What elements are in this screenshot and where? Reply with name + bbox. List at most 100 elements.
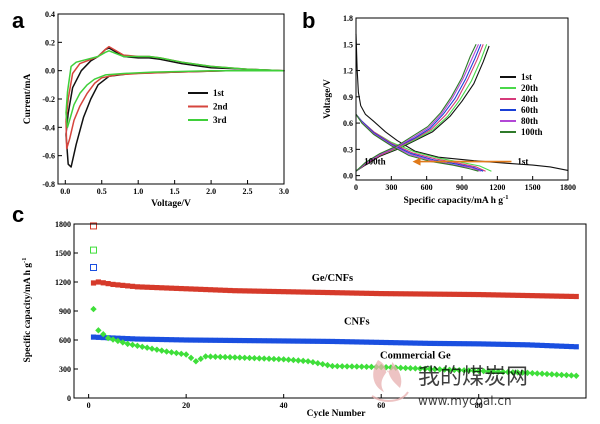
cycling-series-label: CNFs	[344, 317, 370, 328]
cycling-point	[553, 371, 560, 378]
cycling-point	[344, 339, 350, 345]
cycling-point	[217, 287, 223, 293]
cycling-x-tick-label: 40	[280, 401, 288, 410]
cv-x-axis-label: Voltage/V	[151, 199, 191, 209]
cv-x-tick-label: 2.5	[243, 187, 253, 196]
gcd-x-tick-label: 1200	[489, 183, 505, 192]
cycling-point	[134, 284, 140, 290]
cycling-point	[266, 338, 272, 344]
cycling-point	[378, 291, 384, 297]
cycling-point	[134, 342, 141, 349]
cycling-point	[329, 338, 336, 345]
cycling-point	[383, 291, 389, 297]
cycling-x-tick-label: 80	[475, 401, 483, 410]
cycling-point	[295, 338, 301, 344]
cycling-point	[310, 338, 316, 344]
cycling-point	[548, 371, 556, 378]
cycling-point	[183, 337, 189, 343]
cycling-point	[451, 366, 458, 374]
cycling-point	[388, 340, 394, 346]
cycling-point	[231, 354, 239, 361]
cycling-point	[110, 281, 116, 288]
gcd-charge-line	[355, 44, 477, 172]
cycling-point	[471, 341, 477, 347]
cycling-point	[246, 354, 253, 362]
cycling-y-tick-label: 1800	[55, 220, 71, 229]
cycling-point	[105, 281, 111, 287]
cycling-point	[402, 340, 409, 346]
cycling-point	[109, 336, 117, 343]
cycling-point	[470, 367, 478, 374]
cycling-point	[261, 338, 267, 344]
cycling-point	[125, 283, 131, 289]
cycling-point	[241, 354, 248, 361]
cycling-point	[222, 287, 228, 293]
cycling-point	[421, 365, 429, 373]
cycling-point	[495, 368, 502, 375]
cycling-point	[125, 336, 131, 342]
cycling-point	[232, 337, 238, 344]
cv-x-tick-label: 2.0	[206, 187, 216, 196]
cycling-point	[456, 341, 462, 347]
cycling-point	[120, 282, 126, 288]
cycling-point	[134, 336, 140, 342]
cycling-point	[144, 284, 150, 290]
cycling-point	[246, 288, 253, 294]
cycling-point	[139, 343, 146, 350]
gcd-x-tick-label: 1800	[560, 183, 576, 192]
cv-chart: 0.0 0.5 1.0 1.5 2.0 2.5 3.0 0.4 0.2 0.0 -0.2 -0.4 -0…	[23, 10, 289, 209]
gcd-discharge-line	[355, 33, 569, 171]
cycling-point	[198, 286, 204, 292]
cycling-point	[212, 287, 219, 293]
cycling-point	[519, 369, 526, 376]
cycling-point	[173, 349, 180, 357]
cv-x-tick-label: 3.0	[279, 187, 289, 196]
cycling-point	[290, 289, 297, 295]
cycling-point	[520, 342, 526, 348]
cycling-point	[276, 338, 282, 344]
gcd-legend-label: 1st	[521, 72, 532, 82]
cycling-point	[251, 288, 258, 294]
gcd-y-tick-label: 1.8	[343, 14, 353, 23]
cycling-point	[515, 342, 521, 348]
cycling-point	[505, 292, 511, 298]
cycling-point	[514, 369, 521, 376]
cycling-point	[120, 335, 126, 342]
cycling-chart-frame	[73, 223, 587, 399]
cycling-point	[270, 355, 278, 363]
cycling-x-tick-label: 20	[182, 401, 190, 410]
cycling-first-cycle-charge-point	[90, 246, 98, 254]
cv-y-tick-label: -0.4	[42, 123, 55, 132]
cycling-point	[368, 290, 375, 297]
cycling-y-axis-label-text: Specific capacity/mA h g	[23, 263, 33, 363]
cycling-point	[290, 338, 297, 344]
cycling-point	[559, 293, 565, 299]
cycling-point	[373, 290, 379, 297]
cycling-point	[485, 341, 492, 347]
gcd-annotation: 100th	[364, 157, 386, 167]
gcd-discharge-line	[355, 113, 479, 172]
cycling-point	[461, 291, 467, 298]
cycling-point	[100, 334, 106, 341]
cycling-point	[373, 339, 379, 345]
cycling-point	[568, 343, 574, 350]
cycling-point	[363, 339, 370, 345]
cycling-point	[349, 339, 355, 345]
gcd-legend-label: 100th	[521, 127, 543, 137]
cycling-y-tick-label: 1500	[55, 249, 71, 258]
gcd-y-tick-label: 1.2	[343, 67, 353, 76]
cycling-point	[256, 288, 262, 294]
cycling-point	[100, 331, 107, 338]
cycling-point	[192, 358, 200, 365]
cycling-point	[324, 338, 331, 345]
cycling-point	[226, 354, 234, 361]
cycling-point	[227, 287, 233, 294]
cycling-point	[119, 339, 126, 346]
cycling-point	[441, 291, 448, 297]
cycling-point	[427, 340, 433, 346]
cycling-point	[212, 353, 219, 360]
cycling-point	[90, 334, 97, 340]
cycling-point	[173, 285, 179, 291]
cycling-y-tick-label: 1200	[55, 278, 71, 287]
cycling-first-cycle-charge-point	[90, 222, 98, 230]
